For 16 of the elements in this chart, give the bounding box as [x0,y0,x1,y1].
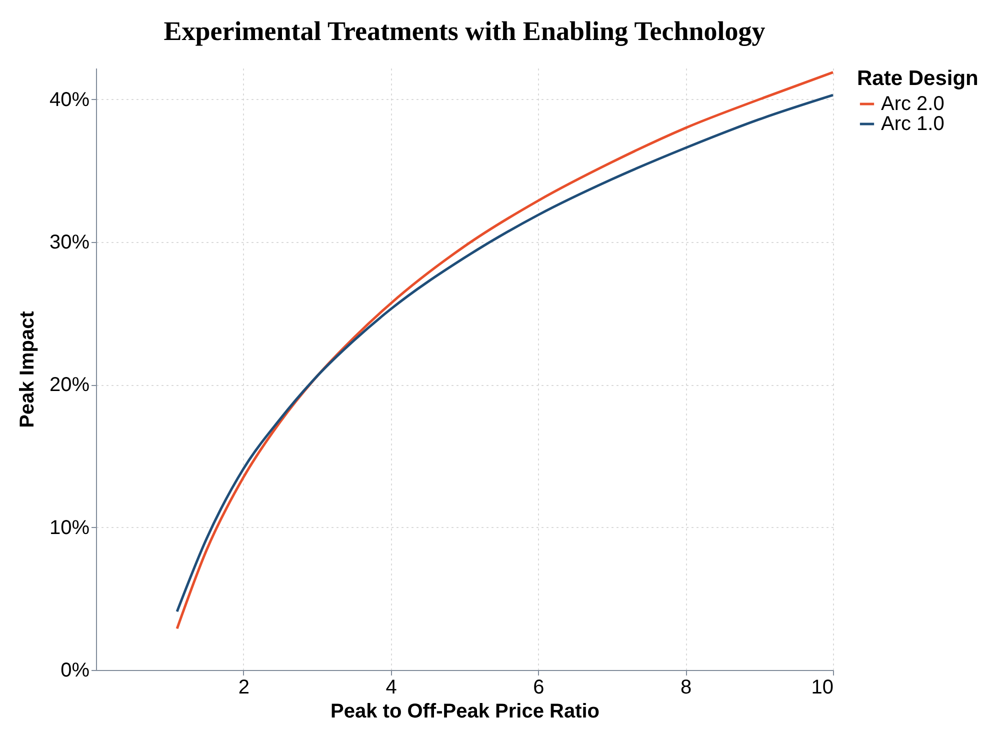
x-axis-title: Peak to Off-Peak Price Ratio [330,700,600,722]
legend-label: Arc 1.0 [881,113,944,135]
chart-title: Experimental Treatments with Enabling Technology [164,16,766,46]
y-tick-label: 30% [49,232,90,254]
y-tick-label: 20% [49,374,90,396]
x-tick-label: 6 [533,676,544,698]
x-tick-label: 8 [680,676,692,698]
y-tick-label: 0% [60,660,90,682]
y-axis-title: Peak Impact [16,310,38,428]
y-tick-label: 10% [49,516,90,539]
x-tick-label: 10 [811,676,834,698]
legend-label: Arc 2.0 [881,93,944,115]
x-tick-label: 2 [238,676,250,698]
x-tick-label: 4 [386,676,397,698]
legend-title: Rate Design [857,67,978,90]
y-tick-label: 40% [49,88,90,111]
